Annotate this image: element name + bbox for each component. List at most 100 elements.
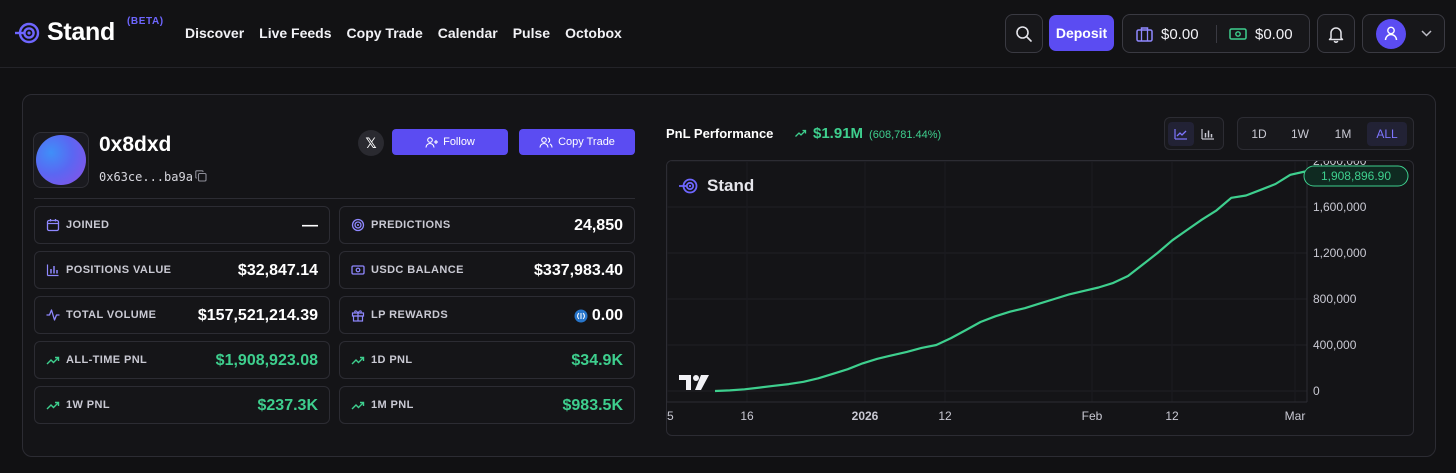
trend-up-icon [351, 356, 365, 365]
avatar-gradient [36, 135, 86, 185]
stand-logo-icon [679, 178, 698, 194]
trend-up-icon [46, 356, 60, 365]
stat-positions-value: POSITIONS VALUE $32,847.14 [34, 251, 330, 289]
cash-balance: $0.00 [1255, 26, 1293, 43]
y-tick-label: 1,200,000 [1313, 246, 1367, 260]
stat-label: 1W PNL [66, 399, 110, 411]
pnl-title: PnL Performance [666, 126, 774, 141]
nav-live-feeds[interactable]: Live Feeds [259, 25, 332, 41]
y-tick-label: 400,000 [1313, 338, 1357, 352]
follow-button[interactable]: Follow [392, 129, 508, 155]
top-navbar: Stand (BETA) Discover Live Feeds Copy Tr… [0, 0, 1456, 68]
stat-label: USDC BALANCE [371, 264, 464, 276]
x-tick-label: 12 [938, 409, 952, 423]
profile-avatar [33, 132, 89, 188]
stat-value: $983.5K [562, 397, 624, 414]
cash-icon [1229, 28, 1247, 40]
pnl-percent: (608,781.44%) [869, 129, 942, 141]
stat-all-time-pnl: ALL-TIME PNL $1,908,923.08 [34, 341, 330, 379]
pnl-series-line [714, 170, 1306, 393]
search-icon [1016, 25, 1032, 42]
stat-value: $337,983.40 [534, 262, 623, 279]
users-icon [539, 136, 553, 148]
stat-total-volume: TOTAL VOLUME $157,521,214.39 [34, 296, 330, 334]
pnl-chart[interactable]: 0 400,000 800,000 1,200,000 1,600,000 2,000,0… [666, 160, 1414, 436]
portfolio-icon [1136, 27, 1153, 42]
deposit-button[interactable]: Deposit [1049, 15, 1114, 51]
cash-icon [351, 265, 365, 275]
bell-icon [1328, 26, 1344, 43]
x-tick-label: 16 [740, 409, 754, 423]
stat-value: — [302, 217, 318, 234]
x-tick-label: 2026 [852, 409, 879, 423]
stat-value: 0.00 [591, 307, 623, 324]
line-chart-icon [1174, 129, 1187, 140]
user-plus-icon [425, 136, 439, 148]
pnl-total: $1.91M [813, 125, 864, 142]
notifications-button[interactable] [1317, 14, 1355, 53]
x-tick-label: Feb [1082, 409, 1103, 423]
range-1m[interactable]: 1M [1334, 127, 1352, 141]
account-menu-button[interactable] [1362, 14, 1445, 53]
copy-trade-label: Copy Trade [558, 136, 615, 148]
stat-predictions: PREDICTIONS 24,850 [339, 206, 635, 244]
search-button[interactable] [1005, 14, 1043, 53]
calendar-icon [46, 219, 60, 232]
pulse-icon [46, 309, 60, 321]
stat-lp-rewards: LP REWARDS 0.00 [339, 296, 635, 334]
brand-name: Stand [47, 18, 115, 46]
follow-label: Follow [443, 136, 475, 148]
y-tick-label: 2,000,000 [1313, 161, 1367, 168]
trend-up-icon [46, 401, 60, 410]
x-icon: 𝕏 [365, 134, 377, 151]
last-value-label: 1,908,896.90 [1321, 169, 1391, 183]
stat-value: 24,850 [574, 217, 623, 234]
stat-label: ALL-TIME PNL [66, 354, 148, 366]
x-social-button[interactable]: 𝕏 [358, 130, 384, 156]
nav-copy-trade[interactable]: Copy Trade [346, 25, 423, 41]
range-all[interactable]: ALL [1367, 122, 1407, 146]
x-tick-label: Mar [1285, 409, 1306, 423]
trend-up-icon [351, 401, 365, 410]
chart-grid [667, 161, 1307, 402]
brand-logo[interactable]: Stand (BETA) [14, 16, 163, 47]
chart-watermark: Stand [679, 176, 754, 195]
stat-value-wrapper: 0.00 [574, 307, 623, 325]
range-selector: 1D 1W 1M ALL [1237, 117, 1414, 150]
nav-calendar[interactable]: Calendar [437, 25, 498, 41]
stat-1d-pnl: 1D PNL $34.9K [339, 341, 635, 379]
stat-value: $34.9K [571, 352, 623, 369]
wallet-balances[interactable]: $0.00 $0.00 [1122, 14, 1310, 53]
usdc-coin-icon [574, 309, 588, 323]
stat-label: TOTAL VOLUME [66, 309, 157, 321]
copy-trade-button[interactable]: Copy Trade [519, 129, 635, 155]
bar-chart-button[interactable] [1195, 122, 1221, 146]
wallet-divider [1216, 25, 1217, 43]
last-value-badge: 1,908,896.90 [1303, 165, 1409, 187]
tradingview-icon [679, 375, 709, 390]
stat-value: $237.3K [257, 397, 319, 414]
avatar [1376, 18, 1406, 49]
range-1d[interactable]: 1D [1251, 127, 1267, 141]
pnl-chart-svg: 0 400,000 800,000 1,200,000 1,600,000 2,000,0… [667, 161, 1409, 423]
y-tick-label: 0 [1313, 384, 1320, 398]
nav-discover[interactable]: Discover [185, 25, 245, 41]
chart-type-toggle [1164, 117, 1224, 150]
nav-pulse[interactable]: Pulse [512, 25, 551, 41]
bar-chart-icon [46, 264, 59, 277]
x-tick-label: 12 [1165, 409, 1179, 423]
stat-label: LP REWARDS [371, 309, 449, 321]
nav-octobox[interactable]: Octobox [565, 25, 622, 41]
x-axis: 5 16 2026 12 Feb 12 Mar [667, 409, 1305, 423]
gift-icon [351, 310, 365, 322]
pnl-summary: $1.91M (608,781.44%) [795, 125, 941, 142]
stat-label: POSITIONS VALUE [66, 264, 172, 276]
y-tick-label: 800,000 [1313, 292, 1357, 306]
stat-label: 1M PNL [371, 399, 414, 411]
line-chart-button[interactable] [1168, 122, 1194, 146]
copy-icon[interactable] [195, 170, 207, 182]
stat-value: $157,521,214.39 [197, 307, 318, 324]
range-1w[interactable]: 1W [1291, 127, 1309, 141]
stat-value: $32,847.14 [237, 262, 318, 279]
username: 0x8dxd [99, 133, 172, 156]
